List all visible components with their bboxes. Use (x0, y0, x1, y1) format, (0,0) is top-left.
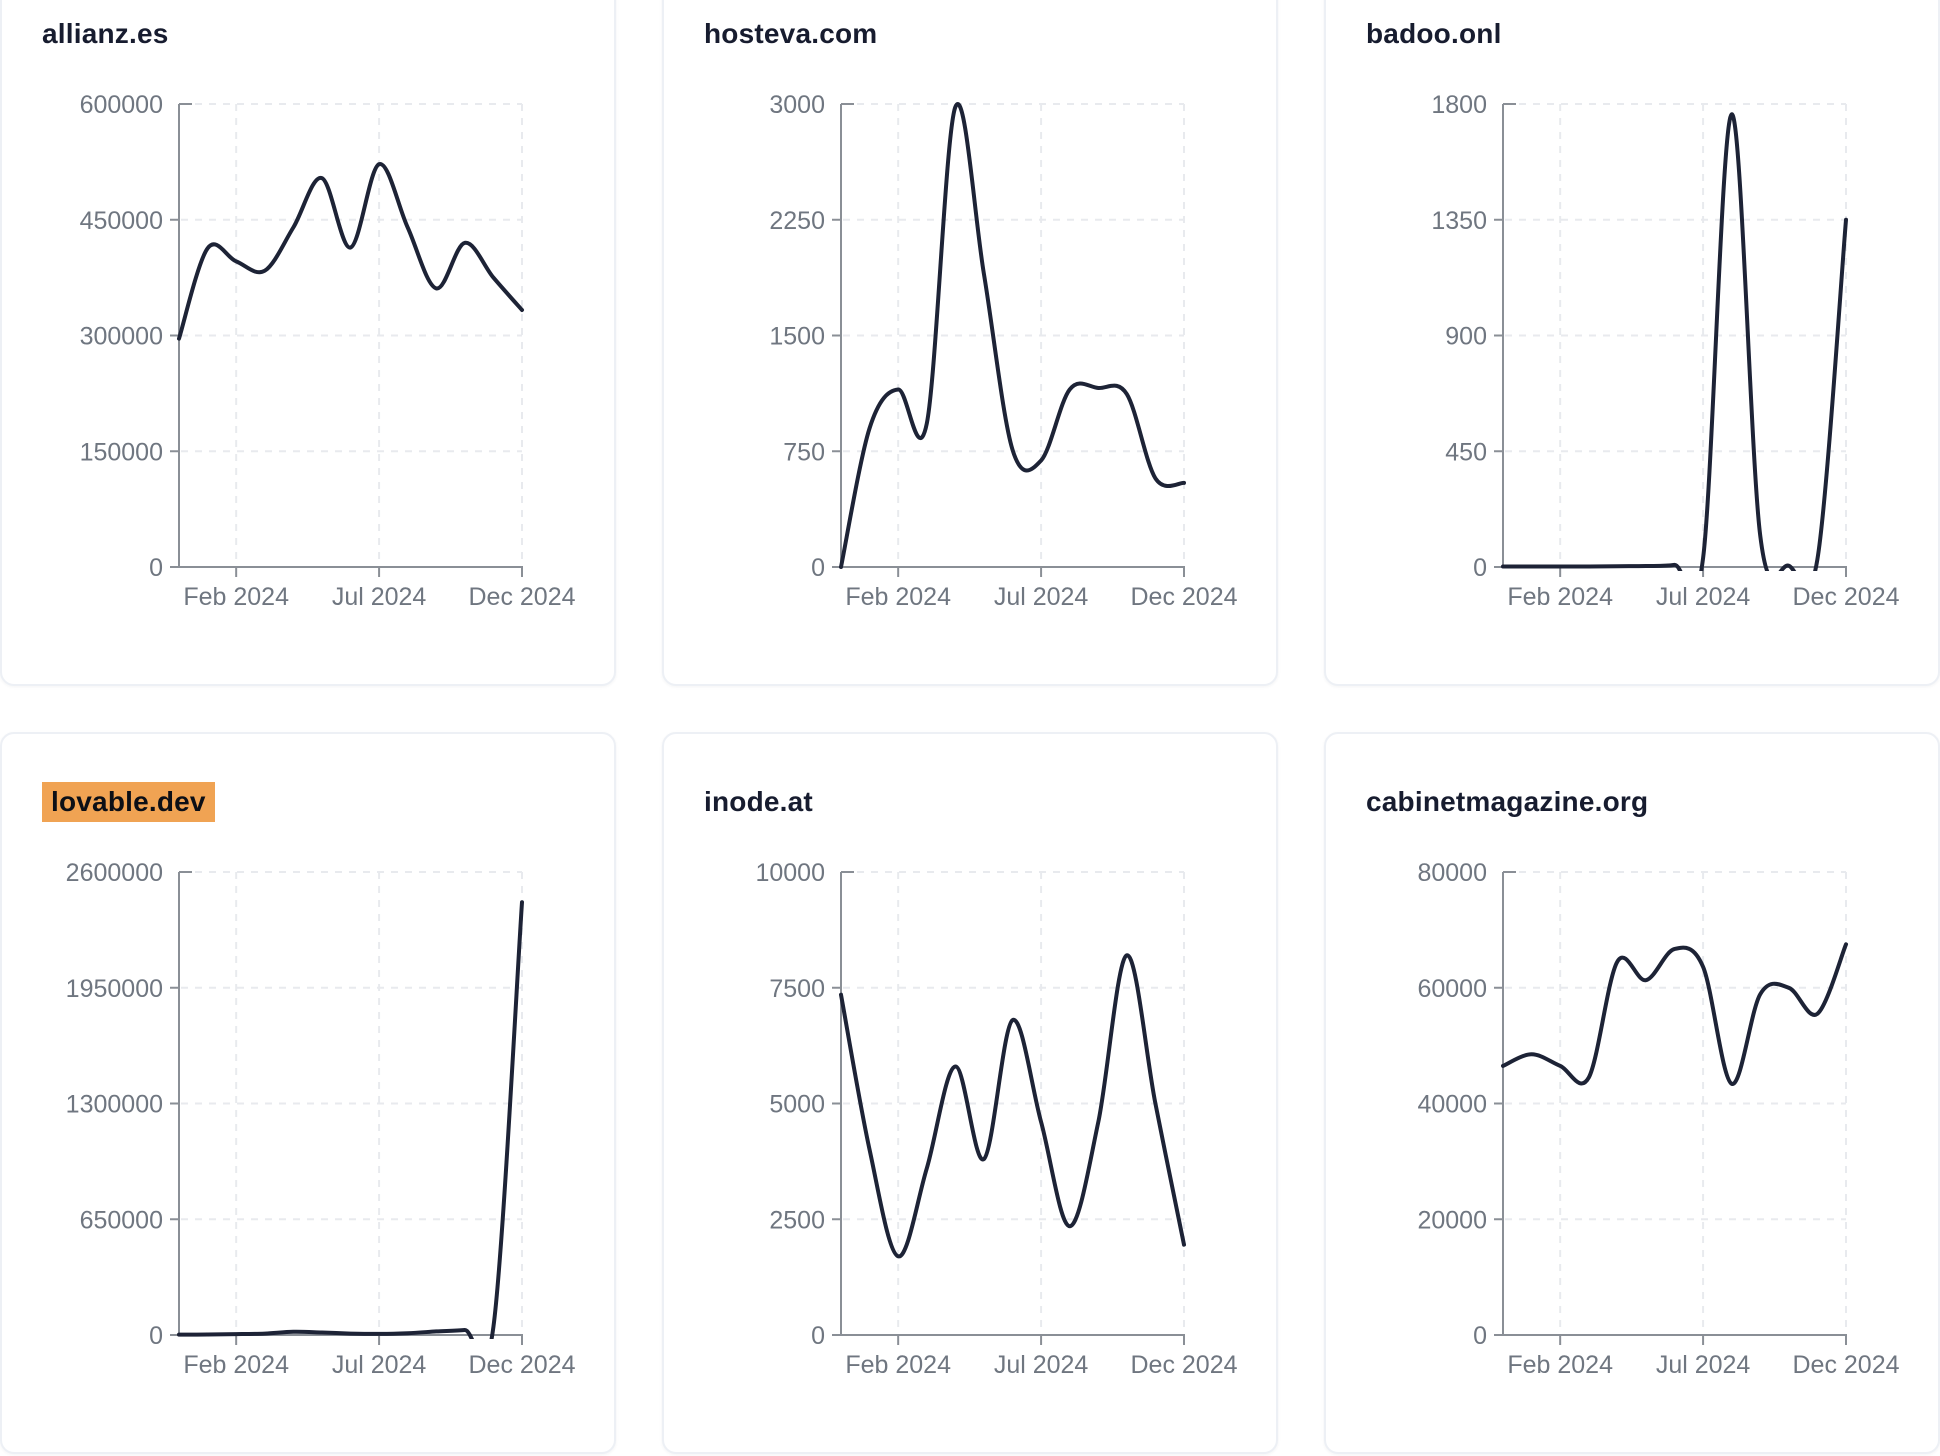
x-tick-label: Dec 2024 (1792, 583, 1899, 611)
x-tick-label: Jul 2024 (1656, 583, 1751, 611)
line-chart: 0 650000 1300000 1950000 2600000 Feb 2024 Jul … (66, 859, 576, 1379)
y-tick-label: 2600000 (66, 859, 163, 887)
y-tick-label: 2500 (769, 1206, 825, 1234)
line-chart: 0 20000 40000 60000 80000 Feb 2024 Jul 2024 Dec… (1417, 859, 1899, 1379)
chart-card-allianz[interactable]: allianz.es 0 150000 300000 450000 600000 Feb … (0, 0, 616, 686)
y-tick-label: 7500 (769, 975, 825, 1003)
chart-title: allianz.es (42, 18, 169, 49)
line-chart: 0 2500 5000 7500 10000 Feb 2024 Jul 2024 Dec 20… (755, 859, 1237, 1379)
line-chart: 0 450 900 1350 1800 Feb 2024 Jul 2024 Dec 2024 (1431, 91, 1899, 611)
y-tick-label: 0 (811, 554, 825, 582)
y-tick-label: 300000 (80, 323, 163, 351)
y-tick-label: 10000 (755, 859, 825, 887)
x-tick-label: Dec 2024 (1130, 1351, 1237, 1379)
x-tick-label: Feb 2024 (183, 583, 289, 611)
series-line (1501, 942, 1848, 1086)
y-tick-label: 0 (1473, 554, 1487, 582)
series-line (177, 162, 524, 341)
y-tick-label: 750 (783, 438, 825, 466)
chart-card-badoo[interactable]: badoo.onl 0 450 900 1350 1800 Feb 2024 Jul 202… (1324, 0, 1940, 686)
x-tick-label: Dec 2024 (1792, 1351, 1899, 1379)
chart-title: badoo.onl (1366, 18, 1502, 49)
x-tick-label: Jul 2024 (332, 1351, 427, 1379)
x-tick-label: Feb 2024 (183, 1351, 289, 1379)
y-tick-label: 5000 (769, 1091, 825, 1119)
y-tick-label: 40000 (1417, 1091, 1487, 1119)
y-tick-label: 450 (1445, 438, 1487, 466)
x-tick-label: Jul 2024 (332, 583, 427, 611)
x-tick-label: Jul 2024 (994, 583, 1089, 611)
x-tick-label: Feb 2024 (1507, 1351, 1613, 1379)
chart-title: hosteva.com (704, 18, 878, 49)
y-tick-label: 3000 (769, 91, 825, 119)
y-tick-label: 0 (149, 1322, 163, 1350)
chart-card-cabinetmagazine[interactable]: cabinetmagazine.org 0 20000 40000 60000 8000… (1324, 732, 1940, 1454)
chart-title: cabinetmagazine.org (1366, 786, 1649, 817)
y-tick-label: 20000 (1417, 1206, 1487, 1234)
x-tick-label: Dec 2024 (1130, 583, 1237, 611)
y-tick-label: 80000 (1417, 859, 1487, 887)
series-line (1501, 112, 1848, 571)
series-line (839, 953, 1186, 1259)
chart-card-lovable[interactable]: lovable.dev 0 650000 1300000 1950000 2600000… (0, 732, 616, 1454)
x-tick-label: Feb 2024 (845, 1351, 951, 1379)
y-tick-label: 150000 (80, 438, 163, 466)
y-tick-label: 1800 (1431, 91, 1487, 119)
series-line (839, 102, 1186, 569)
x-tick-label: Feb 2024 (845, 583, 951, 611)
series-line (177, 900, 524, 1339)
y-tick-label: 0 (811, 1322, 825, 1350)
y-tick-label: 650000 (80, 1206, 163, 1234)
y-tick-label: 1300000 (66, 1091, 163, 1119)
x-tick-label: Jul 2024 (994, 1351, 1089, 1379)
line-chart: 0 750 1500 2250 3000 Feb 2024 Jul 2024 Dec 2024 (769, 91, 1237, 611)
y-tick-label: 60000 (1417, 975, 1487, 1003)
chart-card-hosteva[interactable]: hosteva.com 0 750 1500 2250 3000 Feb 2024 Jul … (662, 0, 1278, 686)
y-tick-label: 1500 (769, 323, 825, 351)
chart-title-highlighted: lovable.dev (42, 782, 215, 822)
y-tick-label: 1350 (1431, 207, 1487, 235)
x-tick-label: Dec 2024 (468, 583, 575, 611)
y-tick-label: 600000 (80, 91, 163, 119)
y-tick-label: 900 (1445, 323, 1487, 351)
x-tick-label: Feb 2024 (1507, 583, 1613, 611)
y-tick-label: 2250 (769, 207, 825, 235)
y-tick-label: 1950000 (66, 975, 163, 1003)
y-tick-label: 450000 (80, 207, 163, 235)
chart-card-inode[interactable]: inode.at 0 2500 5000 7500 10000 Feb 2024 Jul 2… (662, 732, 1278, 1454)
line-chart: 0 150000 300000 450000 600000 Feb 2024 Jul 202… (80, 91, 576, 611)
y-tick-label: 0 (149, 554, 163, 582)
y-tick-label: 0 (1473, 1322, 1487, 1350)
x-tick-label: Dec 2024 (468, 1351, 575, 1379)
chart-title: inode.at (704, 786, 813, 817)
x-tick-label: Jul 2024 (1656, 1351, 1751, 1379)
